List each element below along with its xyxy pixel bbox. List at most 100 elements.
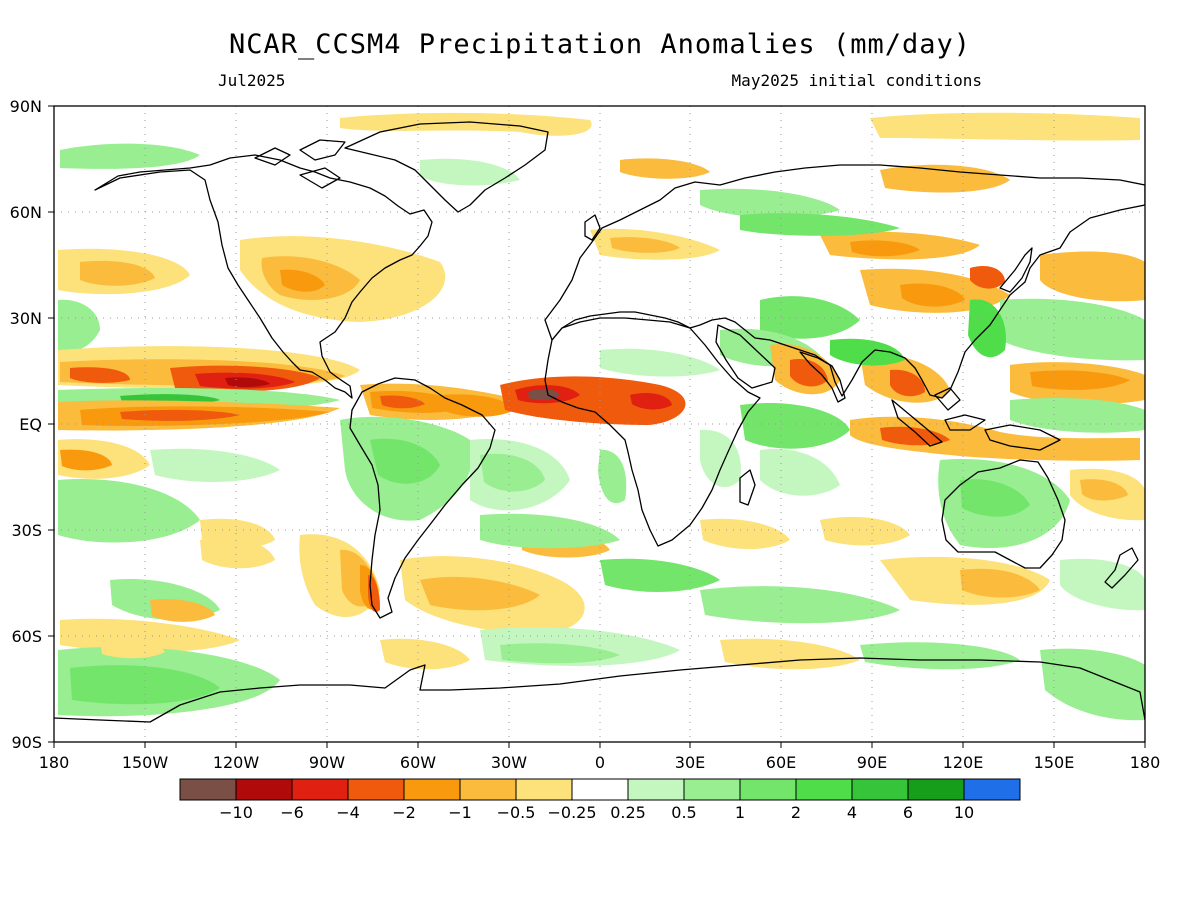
initial-conditions-label: May2025 initial conditions bbox=[732, 71, 982, 90]
lon-label-0: 0 bbox=[595, 753, 605, 772]
colorbar-swatch bbox=[963, 778, 1021, 801]
colorbar-swatch bbox=[739, 778, 797, 801]
lat-label-90s: 90S bbox=[11, 733, 42, 752]
colorbar-label: 10 bbox=[954, 803, 974, 822]
colorbar-swatch bbox=[851, 778, 909, 801]
lat-label-eq: EQ bbox=[19, 415, 42, 434]
lat-label-30n: 30N bbox=[10, 309, 42, 328]
lon-label-30w: 30W bbox=[491, 753, 527, 772]
anomaly-region bbox=[440, 394, 515, 417]
colorbar-swatch bbox=[795, 778, 853, 801]
anomaly-region bbox=[970, 265, 1005, 289]
coastline-eurasia bbox=[544, 164, 1145, 399]
colorbar-swatch bbox=[683, 778, 741, 801]
anomaly-region bbox=[200, 537, 275, 569]
lat-label-30s: 30S bbox=[11, 521, 42, 540]
anomaly-region bbox=[630, 393, 672, 410]
lon-label-90w: 90W bbox=[309, 753, 345, 772]
colorbar-swatch bbox=[403, 778, 461, 801]
colorbar-swatch bbox=[179, 778, 237, 801]
anomaly-region bbox=[58, 479, 200, 543]
colorbar-label: 4 bbox=[847, 803, 857, 822]
lon-label-90e: 90E bbox=[857, 753, 887, 772]
coastline-antarctica bbox=[54, 657, 1145, 723]
anomaly-field bbox=[58, 112, 1145, 721]
colorbar-label: 6 bbox=[903, 803, 913, 822]
colorbar-label: −10 bbox=[219, 803, 253, 822]
colorbar-label: −0.25 bbox=[547, 803, 596, 822]
colorbar-swatch bbox=[291, 778, 349, 801]
latitude-labels: 90N 60N 30N EQ 30S 60S 90S bbox=[10, 97, 42, 752]
valid-month-label: Jul2025 bbox=[218, 71, 285, 90]
anomaly-region bbox=[420, 576, 540, 611]
lon-label-180e: 180 bbox=[1130, 753, 1161, 772]
anomaly-region bbox=[620, 158, 710, 179]
coastline-australia bbox=[941, 459, 1066, 569]
colorbar-label: −4 bbox=[336, 803, 360, 822]
colorbar-label: −1 bbox=[448, 803, 472, 822]
colorbar-swatch bbox=[627, 778, 685, 801]
anomaly-region bbox=[420, 158, 520, 186]
coastline-madagascar bbox=[739, 469, 756, 506]
coastline-africa bbox=[544, 317, 761, 547]
coastline-arctic-islands bbox=[254, 139, 346, 189]
anomaly-region bbox=[58, 299, 100, 352]
anomaly-region bbox=[700, 429, 741, 488]
anomaly-region bbox=[870, 112, 1140, 141]
lon-label-150e: 150E bbox=[1034, 753, 1075, 772]
lon-label-60w: 60W bbox=[400, 753, 436, 772]
colorbar-swatch bbox=[515, 778, 573, 801]
anomaly-region bbox=[1040, 251, 1145, 302]
anomaly-region bbox=[900, 283, 965, 307]
coastline-uk bbox=[584, 214, 601, 241]
lon-label-180w: 180 bbox=[39, 753, 70, 772]
lon-label-120w: 120W bbox=[213, 753, 260, 772]
colorbar-label: −6 bbox=[280, 803, 304, 822]
colorbar-swatch bbox=[459, 778, 517, 801]
longitude-labels: 180 150W 120W 90W 60W 30W 0 30E 60E 90E … bbox=[39, 753, 1161, 772]
anomaly-region bbox=[760, 296, 860, 339]
anomaly-region bbox=[60, 449, 112, 471]
anomaly-region bbox=[740, 213, 900, 236]
anomaly-region bbox=[960, 568, 1040, 598]
anomaly-region bbox=[340, 112, 592, 136]
anomaly-region bbox=[60, 143, 200, 169]
colorbar-label: 2 bbox=[791, 803, 801, 822]
anomaly-region bbox=[70, 665, 220, 705]
anomaly-region bbox=[500, 643, 620, 664]
anomaly-region bbox=[850, 416, 1140, 461]
anomaly-region bbox=[480, 513, 620, 549]
lat-label-60s: 60S bbox=[11, 627, 42, 646]
colorbar-swatch bbox=[907, 778, 965, 801]
coastlines bbox=[54, 121, 1145, 723]
anomaly-region bbox=[600, 558, 720, 592]
anomaly-region bbox=[700, 518, 790, 549]
anomaly-region bbox=[600, 348, 720, 377]
map-title: NCAR_CCSM4 Precipitation Anomalies (mm/d… bbox=[229, 29, 971, 60]
anomaly-region bbox=[960, 479, 1030, 517]
lon-label-120e: 120E bbox=[943, 753, 984, 772]
coastline-japan bbox=[999, 247, 1033, 293]
anomaly-region bbox=[700, 188, 840, 218]
anomaly-region bbox=[880, 426, 950, 446]
anomaly-region bbox=[1000, 298, 1145, 361]
anomaly-region bbox=[890, 369, 925, 397]
anomaly-region bbox=[598, 449, 627, 504]
anomaly-region bbox=[820, 516, 910, 546]
anomaly-region bbox=[1060, 558, 1145, 611]
lon-label-60e: 60E bbox=[766, 753, 796, 772]
coastline-arabia bbox=[715, 324, 776, 389]
anomaly-region bbox=[150, 598, 215, 622]
coastline-greenland bbox=[344, 121, 549, 213]
coastline-south-america bbox=[349, 377, 496, 619]
coastline-new-zealand bbox=[1104, 547, 1139, 589]
anomaly-region bbox=[380, 638, 470, 670]
anomaly-region bbox=[740, 402, 850, 449]
anomaly-region bbox=[860, 642, 1020, 670]
coastline-north-america bbox=[94, 154, 433, 399]
anomaly-region bbox=[120, 409, 240, 421]
anomaly-region bbox=[70, 367, 130, 383]
anomaly-region bbox=[1080, 479, 1128, 501]
anomaly-region bbox=[700, 586, 900, 624]
frame-ticks bbox=[48, 105, 1146, 748]
